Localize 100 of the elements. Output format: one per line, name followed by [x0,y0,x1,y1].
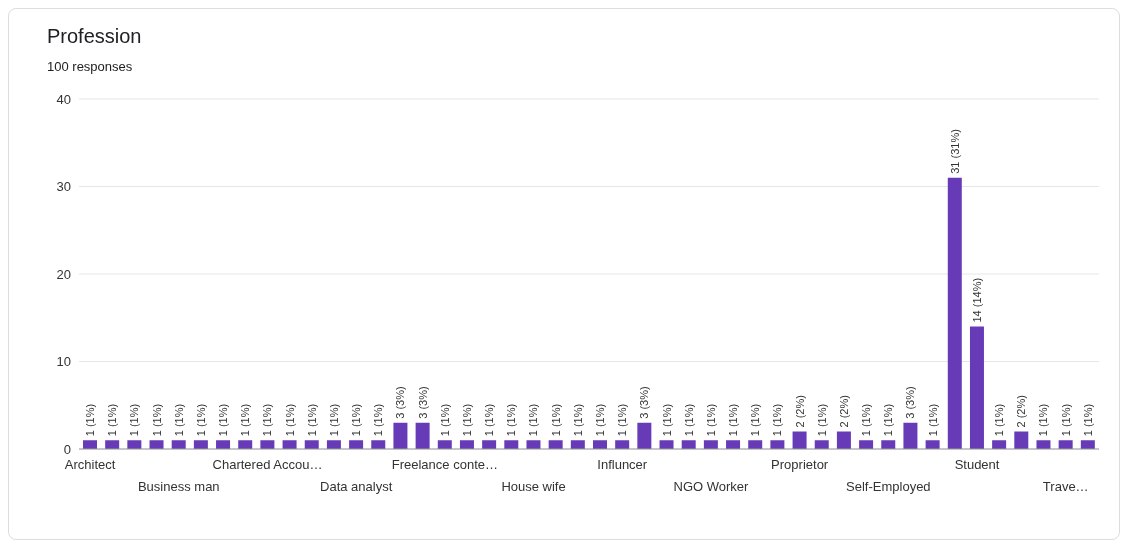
data-label: 1 (1%) [460,403,473,437]
y-tick-label: 0 [63,441,71,457]
data-label: 3 (3%) [904,386,917,419]
bar [748,440,763,449]
data-label: 1 (1%) [993,403,1006,437]
data-label: 1 (1%) [1081,403,1094,437]
x-tick-label: NGO Worker [673,479,750,494]
bar [859,440,874,449]
data-label: 1 (1%) [350,403,363,437]
bar [304,440,319,449]
data-label: 1 (1%) [749,403,762,437]
data-label: 1 (1%) [882,403,895,437]
bar [504,440,519,449]
bar [127,440,142,449]
bar [969,326,984,449]
bar [482,440,497,449]
data-label: 1 (1%) [682,403,695,437]
bar [836,431,851,449]
data-label: 1 (1%) [505,403,518,437]
bar [659,440,674,449]
data-label: 1 (1%) [571,403,584,437]
bar [548,440,563,449]
data-label: 1 (1%) [616,403,629,437]
bar [1058,440,1073,449]
data-label: 1 (1%) [128,403,141,437]
data-label: 2 (2%) [837,395,850,428]
data-label: 1 (1%) [84,403,96,437]
bar [814,440,829,449]
bar [726,440,741,449]
data-label: 1 (1%) [305,403,318,437]
bar [371,440,386,449]
data-label: 3 (3%) [638,386,651,419]
data-label: 2 (2%) [1015,395,1028,428]
bar [193,440,208,449]
bar [1036,440,1051,449]
data-label: 1 (1%) [239,403,252,437]
bar [526,440,541,449]
data-label: 1 (1%) [727,403,740,437]
bar [1014,431,1029,449]
y-tick-label: 40 [56,91,71,107]
x-tick-label: Influncer [597,457,648,472]
data-label: 1 (1%) [660,403,673,437]
bar [437,440,452,449]
data-label: 1 (1%) [150,403,163,437]
bar [637,422,652,449]
data-label: 1 (1%) [217,403,230,437]
bar [326,440,341,449]
data-label: 1 (1%) [1037,403,1050,437]
data-label: 1 (1%) [771,403,784,437]
x-tick-label: Chartered Accou… [212,457,323,472]
x-tick-label: Data analyst [320,479,393,494]
bar [881,440,896,449]
data-label: 1 (1%) [372,403,385,437]
bar [260,440,275,449]
bar [282,440,297,449]
data-label: 1 (1%) [172,403,185,437]
data-label: 1 (1%) [283,403,296,437]
bar [83,440,97,449]
bar [703,440,718,449]
bar [238,440,253,449]
chart-title: Profession [47,25,142,48]
data-label: 1 (1%) [438,403,451,437]
bar [171,440,186,449]
bar [459,440,474,449]
data-label: 1 (1%) [594,403,606,437]
x-tick-label: Trave… [1042,479,1089,494]
data-label: 14 (14%) [970,277,983,323]
data-label: 3 (3%) [416,386,429,419]
bar [770,440,785,449]
data-label: 1 (1%) [106,403,119,437]
bar [349,440,364,449]
data-label: 2 (2%) [793,395,806,428]
data-label: 1 (1%) [549,403,562,437]
y-tick-label: 30 [56,179,71,195]
data-label: 1 (1%) [704,403,717,437]
bar [216,440,231,449]
bar [393,422,408,449]
bar [947,177,962,449]
data-label: 31 (31%) [948,129,961,174]
data-label: 1 (1%) [1059,403,1072,437]
data-label: 3 (3%) [394,386,407,419]
bar [593,440,607,449]
data-label: 1 (1%) [483,403,496,437]
chart-subtitle: 100 responses [47,59,133,74]
bar [415,422,430,449]
x-tick-label: Architect [64,457,116,472]
bar [903,422,918,449]
bar [149,440,164,449]
bar [1080,440,1095,449]
bar [681,440,696,449]
bar [992,440,1007,449]
bar [105,440,120,449]
y-tick-label: 10 [56,354,71,370]
data-label: 1 (1%) [194,403,207,437]
y-tick-label: 20 [56,266,71,282]
data-label: 1 (1%) [860,403,873,437]
x-tick-label: Student [954,457,1000,472]
data-label: 1 (1%) [261,403,274,437]
data-label: 1 (1%) [815,403,828,437]
data-label: 1 (1%) [926,403,939,437]
